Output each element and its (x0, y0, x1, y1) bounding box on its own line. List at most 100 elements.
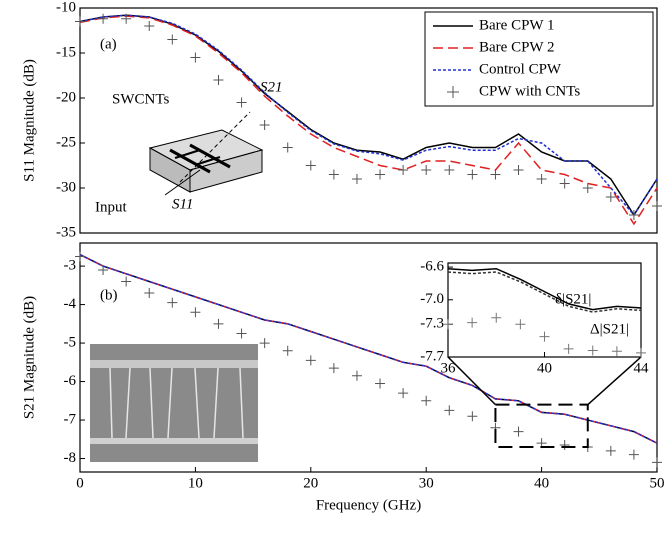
plus-marker (213, 75, 224, 85)
plus-marker (305, 355, 316, 366)
plus-marker (611, 346, 622, 357)
y-tick-label: -15 (56, 44, 76, 60)
plus-marker (282, 345, 293, 356)
plus-marker (628, 449, 639, 460)
plus-marker (421, 165, 432, 175)
x-tick-label: 50 (650, 475, 665, 491)
y-tick-label: -20 (56, 89, 76, 105)
annotation: δ|S21| (555, 291, 591, 307)
plus-marker (467, 411, 478, 422)
annotation: S21 (260, 79, 283, 95)
plus-marker (652, 457, 662, 468)
plus-marker (190, 52, 201, 63)
plus-marker (513, 165, 524, 175)
x-axis-label: Frequency (GHz) (316, 497, 421, 513)
plus-marker (328, 363, 339, 374)
plus-marker (443, 319, 453, 330)
y-axis-label: S11 Magnitude (dB) (21, 59, 37, 182)
annotation: SWCNTs (112, 91, 169, 107)
series-line (79, 14, 658, 217)
plus-marker (490, 169, 501, 180)
series-line (79, 253, 658, 444)
plus-marker (444, 405, 455, 416)
series-line (79, 15, 658, 226)
legend-label: Bare CPW 1 (479, 17, 555, 33)
y-tick-label: -7.7 (420, 348, 444, 364)
plus-marker (98, 13, 109, 24)
y-tick-label: -6.6 (420, 259, 444, 275)
plus-marker (236, 97, 247, 108)
plus-marker (491, 312, 502, 323)
plus-marker (213, 318, 224, 329)
y-tick-label: -5 (64, 335, 77, 351)
x-tick-label: 30 (419, 475, 434, 491)
series-line (447, 267, 642, 311)
plus-marker (563, 343, 574, 354)
plus-marker (515, 319, 526, 330)
plot-frame (79, 7, 658, 234)
plus-marker (444, 165, 455, 175)
x-tick-label: 0 (76, 475, 84, 491)
y-tick-label: -3 (64, 258, 77, 274)
legend-label: Control CPW (479, 61, 562, 77)
y-tick-label: -35 (56, 224, 76, 240)
plus-marker (605, 192, 616, 202)
plus-marker (375, 169, 386, 180)
annotation: (b) (100, 287, 118, 303)
plus-marker (75, 251, 85, 262)
plus-marker (236, 328, 247, 339)
x-tick-label: 40 (534, 475, 549, 491)
annotation: S11 (172, 196, 193, 212)
plus-marker (587, 345, 598, 356)
y-tick-label: -6 (64, 373, 77, 389)
zoom-connector (447, 356, 496, 406)
y-axis-label: S21 Magnitude (dB) (21, 296, 37, 419)
plot-frame (79, 242, 658, 473)
zoom-connector (587, 356, 642, 406)
series-line (79, 253, 658, 444)
y-tick-label: -8 (64, 450, 77, 466)
plus-marker (398, 388, 409, 399)
plus-marker (98, 264, 109, 275)
plus-marker (636, 347, 646, 358)
plus-marker (144, 288, 155, 299)
plus-marker (652, 201, 662, 211)
x-tick-label: 44 (634, 360, 650, 376)
plus-marker (539, 331, 550, 342)
legend-label: CPW with CNTs (479, 83, 580, 99)
plus-marker (398, 165, 409, 175)
annotation: Input (95, 199, 127, 215)
plus-marker (121, 276, 132, 287)
plus-marker (582, 183, 593, 193)
x-tick-label: 40 (537, 360, 552, 376)
plus-marker (259, 120, 270, 130)
series-line (447, 271, 642, 313)
plus-marker (467, 169, 478, 180)
x-tick-label: 20 (303, 475, 318, 491)
x-tick-label: 36 (441, 360, 457, 376)
y-tick-label: -7.3 (420, 316, 444, 332)
plus-marker (375, 378, 386, 389)
plus-marker (259, 338, 270, 349)
plus-marker (75, 16, 85, 27)
plus-marker (167, 34, 178, 45)
plus-marker (467, 317, 478, 328)
plus-marker (282, 142, 293, 153)
y-tick-label: -30 (56, 179, 76, 195)
plus-marker (167, 297, 178, 308)
x-tick-label: 10 (188, 475, 203, 491)
zoom-box (494, 403, 589, 448)
plus-marker (144, 21, 155, 31)
device-drawing (148, 111, 264, 196)
legend-label: Bare CPW 2 (479, 39, 555, 55)
annotation: (a) (100, 36, 117, 52)
y-tick-label: -7 (64, 411, 77, 427)
series-line (79, 14, 658, 217)
plus-marker (513, 426, 524, 437)
legend-box (424, 11, 654, 107)
plus-marker (351, 370, 362, 381)
plus-marker (559, 440, 570, 451)
legend-swatch (447, 86, 459, 98)
y-tick-label: -25 (56, 134, 76, 150)
